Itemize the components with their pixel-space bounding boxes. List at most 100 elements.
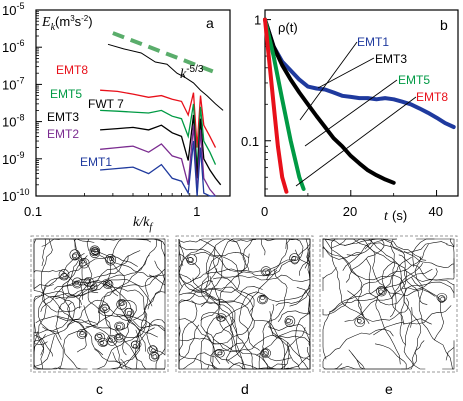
trajectory-path [262,268,292,362]
trajectory-path [178,239,240,293]
trajectory-path [275,241,311,306]
a-xtick-label: 1 [193,204,200,219]
trajectory-path [416,238,455,248]
b-series-emt1 [263,17,456,129]
trajectory-path [268,324,311,369]
trajectory-path [200,251,250,370]
vortex-loop [72,253,78,258]
a-series-emt3 [100,114,222,186]
panel-a-series [100,31,224,197]
trajectory-path [33,279,54,290]
b-series-emt3 [263,17,396,185]
trajectory-path [40,279,133,356]
vortex-loop [106,256,115,264]
label-emt1-b: EMT1 [357,35,389,49]
panel-a-ticks: 10-5 10-6 10-7 10-8 10-9 10-100.1 1 [2,1,200,219]
vortex-loop [116,299,127,310]
a-ytick-label: 10-8 [2,113,24,130]
vortex-loop [437,295,446,303]
vortex-loop [80,259,85,264]
trajectory-path [207,269,289,370]
panel-a-spectrum: 10-510-610-710-810-910-100.1 1 Ek(m3s-2) … [2,1,231,233]
vortex-loop [72,277,83,289]
trajectory-path [442,340,455,370]
trajectories-d [178,238,311,370]
trajectory-path [37,292,82,370]
trajectory-path [78,250,141,309]
vortex-loop [102,306,108,312]
vortex-loop [119,300,124,306]
trajectory-path [344,268,438,322]
trajectory-path [322,247,406,346]
vortex-loop [214,349,223,356]
vortex-loop [83,277,94,287]
panel-b-series [263,17,456,194]
vortex-loop [286,318,291,324]
panel-b-letter: b [440,17,448,33]
panel-b-ticks: 1 0.1 0 20 40 [241,13,443,219]
vortex-loop [76,328,88,339]
trajectory-path [323,238,364,316]
vortex-loop [376,286,387,297]
vortex-loop [148,351,160,362]
label-emt3-b: EMT3 [375,52,407,66]
vortex-loop [261,348,269,357]
b-xtick-label: 0 [261,204,268,219]
trajectories-e [322,238,455,370]
trajectory-path [249,238,311,256]
vortex-loop [105,253,116,266]
a-xtick-label: 0.1 [24,204,42,219]
trajectory-path [191,289,255,361]
pointer-emt1 [299,41,358,121]
vortex-loop [83,278,92,287]
trajectory-path [347,290,410,322]
trajectory-path [51,296,76,328]
a-series-emt1 [100,141,216,197]
vortex-loop [89,247,101,258]
label-emt5: EMT5 [50,87,82,101]
trajectory-path [55,280,119,300]
vortex-loop [130,340,142,349]
trajectory-path [87,289,112,335]
panel-a-ylabel: Ek(m3s-2) [41,14,93,33]
vortex-loop [436,293,448,302]
panel-e-letter: e [385,381,393,397]
a-ytick-label: 10-10 [2,187,29,204]
label-emt5-b: EMT5 [398,73,430,87]
vortex-loop [126,310,132,316]
a-series-emt5 [100,103,217,171]
panel-b-decay: 1 0.1 0 20 40 ρ(t) b t (s) EMT1 EMT3 EMT5 EM… [241,9,459,224]
vortex-loop [377,286,386,295]
trajectory-path [104,310,147,338]
panel-b-frame [264,9,459,197]
trajectory-path [38,238,53,356]
panel-a-xlabel: k/kf [133,215,153,233]
trajectory-path [322,243,429,316]
vortex-loop [74,281,80,286]
vortex-loop [91,249,99,256]
trajectory-path [346,238,427,261]
vortex-loop [260,348,271,359]
slope-label: k-5/3 [180,64,204,82]
trajectory-path [56,316,151,370]
vortex-loop [284,315,296,327]
vortex-loop [58,269,70,281]
trajectory-path [98,288,148,338]
b-ytick-label: 0.1 [241,134,259,149]
vortex-loop [99,339,108,346]
vortex-loop [149,345,157,354]
vortex-loop [186,254,198,265]
trajectory-path [178,277,254,345]
trajectory-path [375,289,401,365]
a-series-emt2 [100,125,216,197]
vortex-loop [440,296,445,302]
panel-d-letter: d [241,381,249,397]
trajectory-path [403,318,432,370]
vortex-loop [69,249,81,261]
trajectory-path [373,305,452,336]
trajectory-path [262,327,306,370]
vortex-loop [150,348,156,353]
panel-b-pointers [295,41,417,187]
vortex-loop [71,252,80,260]
trajectory-path [178,238,221,307]
